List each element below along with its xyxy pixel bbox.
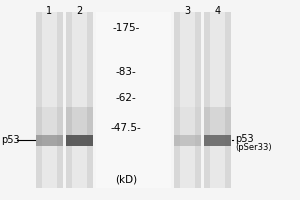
- Bar: [66, 107, 93, 134]
- Bar: [42, 12, 57, 188]
- Bar: [204, 135, 231, 146]
- Bar: [174, 107, 201, 134]
- Bar: [174, 12, 201, 188]
- Bar: [204, 12, 231, 188]
- Text: -47.5-: -47.5-: [111, 123, 141, 133]
- Bar: [210, 12, 225, 188]
- Bar: [180, 12, 195, 188]
- Text: 3: 3: [184, 6, 190, 16]
- Text: p53: p53: [2, 135, 20, 145]
- Text: -175-: -175-: [112, 23, 140, 33]
- Bar: [72, 12, 87, 188]
- Bar: [204, 107, 231, 134]
- Text: (pSer33): (pSer33): [236, 142, 272, 152]
- Bar: [66, 12, 93, 188]
- Bar: [96, 12, 171, 188]
- Bar: [66, 135, 93, 146]
- Text: 4: 4: [214, 6, 220, 16]
- Bar: [36, 135, 63, 146]
- Bar: [36, 12, 63, 188]
- Text: 2: 2: [76, 6, 82, 16]
- Text: -83-: -83-: [116, 67, 136, 77]
- Text: -62-: -62-: [116, 93, 136, 103]
- Text: (kD): (kD): [115, 175, 137, 185]
- Text: p53: p53: [236, 134, 254, 144]
- Text: 1: 1: [46, 6, 52, 16]
- Bar: [174, 135, 201, 146]
- Bar: [36, 107, 63, 134]
